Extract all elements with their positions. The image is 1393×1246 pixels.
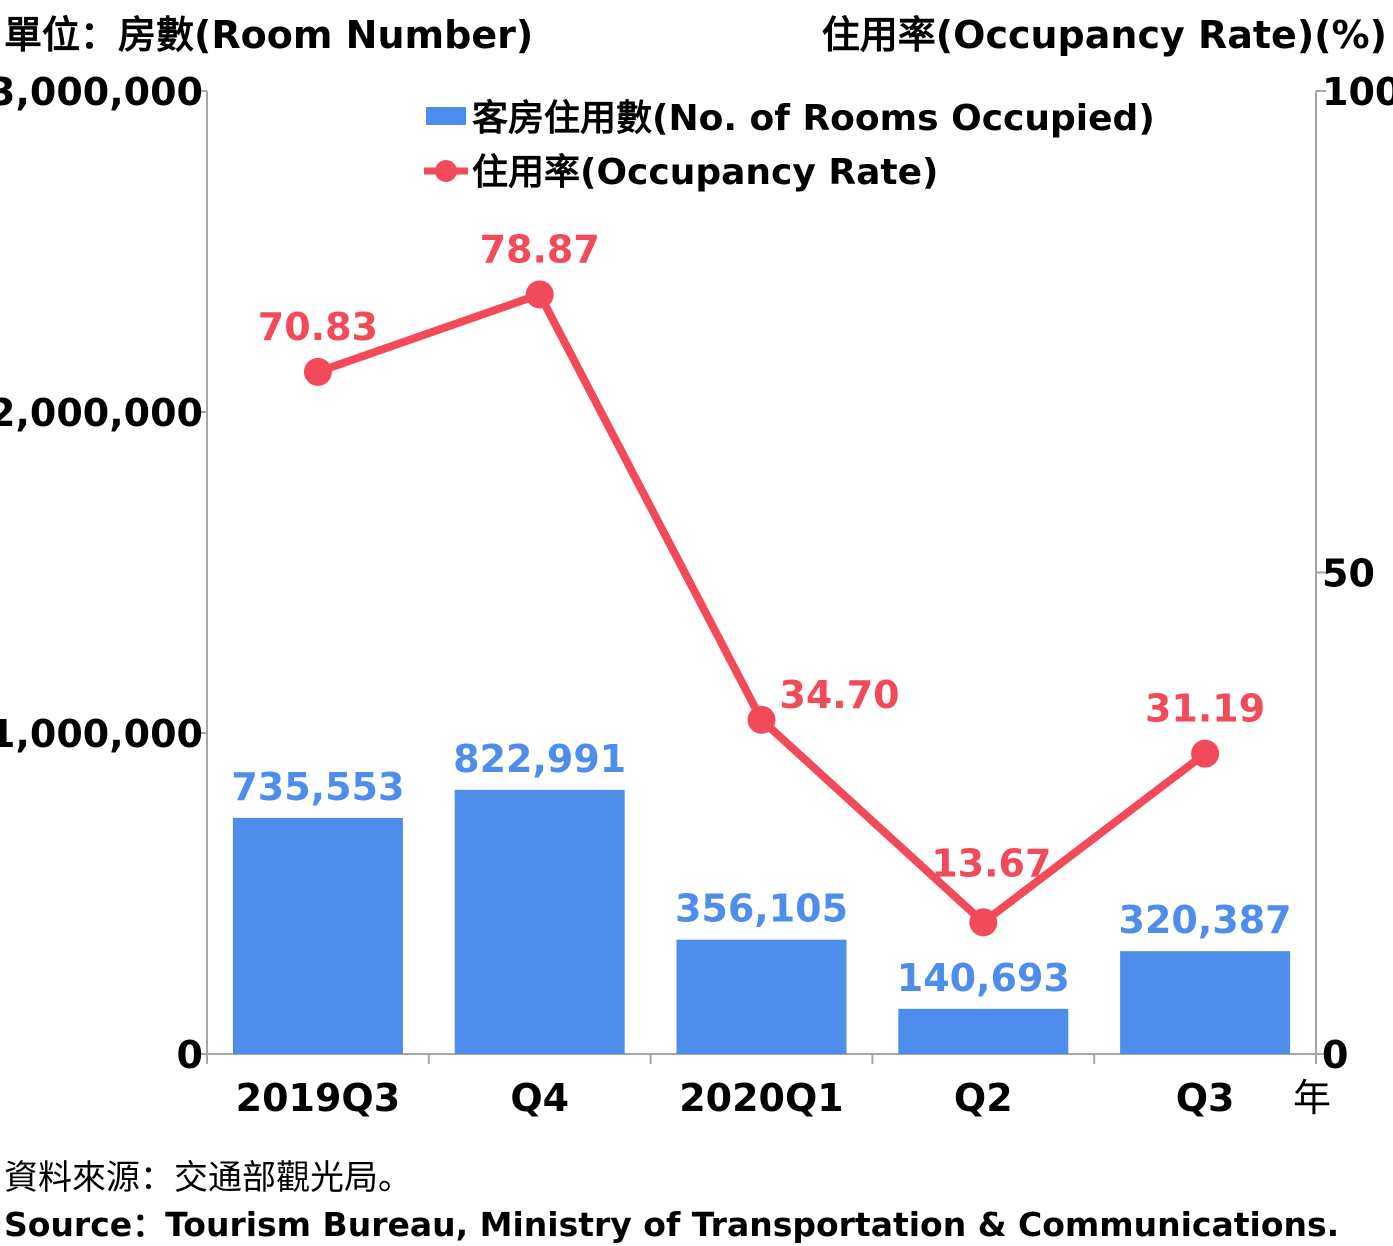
x-category-label: 2020Q1 bbox=[679, 1076, 844, 1120]
bar-value-label: 140,693 bbox=[897, 956, 1070, 1000]
line-value-label: 78.87 bbox=[480, 227, 600, 271]
line-value-label: 34.70 bbox=[779, 673, 899, 717]
bar bbox=[232, 817, 403, 1054]
x-category-label: Q4 bbox=[510, 1076, 569, 1120]
bar bbox=[1120, 951, 1291, 1054]
line-value-label: 13.67 bbox=[931, 841, 1051, 885]
bar bbox=[676, 939, 847, 1054]
right-tick-label: 50 bbox=[1322, 552, 1375, 596]
line-value-label: 70.83 bbox=[258, 305, 378, 349]
line-point bbox=[969, 908, 998, 937]
x-category-label: Q2 bbox=[954, 1076, 1013, 1120]
left-tick-label: 0 bbox=[177, 1033, 203, 1077]
legend-bar-label: 客房住用數(No. of Rooms Occupied) bbox=[472, 98, 1155, 139]
legend-line-label: 住用率(Occupancy Rate) bbox=[472, 152, 939, 193]
right-tick-label: 100 bbox=[1322, 70, 1393, 114]
line-value-label: 31.19 bbox=[1145, 687, 1265, 731]
left-axis-unit-title: 單位：房數(Room Number) bbox=[4, 13, 534, 57]
left-tick-label: 3,000,000 bbox=[0, 70, 203, 114]
bar-value-label: 320,387 bbox=[1119, 898, 1292, 942]
left-tick-label: 1,000,000 bbox=[0, 712, 203, 756]
right-axis-unit-title: 住用率(Occupancy Rate)(%) bbox=[821, 13, 1387, 57]
bar bbox=[898, 1008, 1069, 1054]
right-tick-label: 0 bbox=[1322, 1033, 1348, 1077]
left-tick-label: 2,000,000 bbox=[0, 391, 203, 435]
legend-bar-swatch bbox=[426, 107, 466, 125]
bar bbox=[454, 789, 625, 1054]
legend-line-marker bbox=[435, 160, 457, 182]
line-point bbox=[1191, 739, 1220, 768]
occupancy-rate-line bbox=[316, 290, 1208, 927]
x-category-label: Q3 bbox=[1176, 1076, 1235, 1120]
source-english: Source：Tourism Bureau, Ministry of Trans… bbox=[4, 1205, 1340, 1244]
bar-value-label: 822,991 bbox=[453, 737, 626, 781]
bar-value-label: 735,553 bbox=[231, 765, 404, 809]
source-chinese: 資料來源：交通部觀光局。 bbox=[4, 1158, 412, 1198]
x-axis-unit-label: 年 bbox=[1293, 1076, 1331, 1120]
line-point bbox=[303, 357, 332, 386]
bar-value-label: 356,105 bbox=[675, 887, 848, 931]
x-category-label: 2019Q3 bbox=[236, 1076, 401, 1120]
line-point bbox=[525, 280, 554, 309]
line-point bbox=[747, 705, 776, 734]
